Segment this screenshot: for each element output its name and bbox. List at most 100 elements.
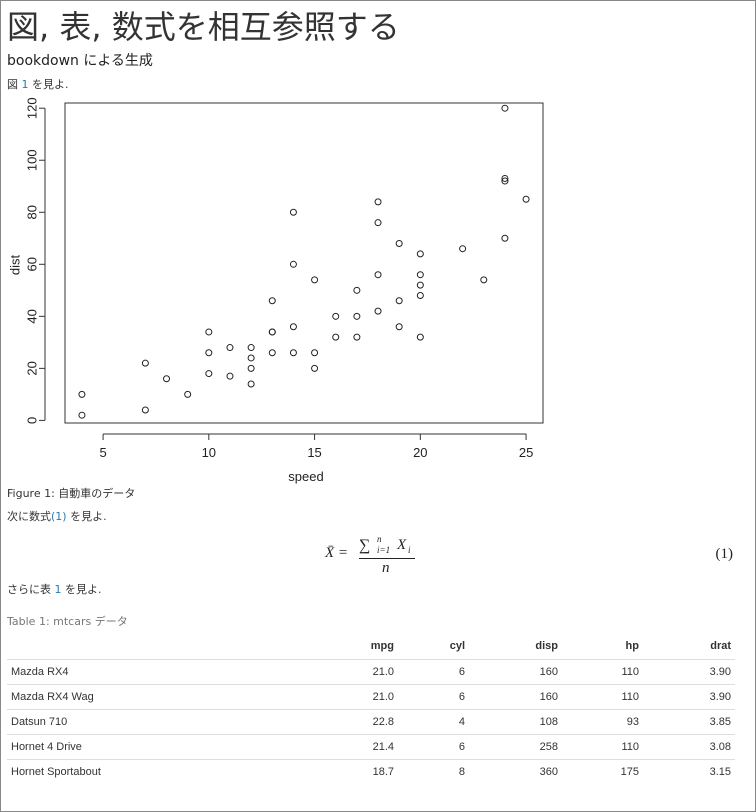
table-row: Mazda RX4 21.0 6 160 110 3.90	[7, 659, 735, 685]
data-point	[163, 375, 171, 383]
table-header-row: mpg cyl disp hp drat	[7, 633, 735, 660]
table-cell-model: Mazda RX4	[7, 659, 133, 685]
table-cell-drat: 3.85	[643, 709, 735, 735]
para3-suffix: を見よ.	[61, 583, 102, 596]
table-row: Hornet Sportabout 18.7 8 360 175 3.15	[7, 759, 735, 784]
data-point	[226, 344, 234, 352]
page-title: 図, 表, 数式を相互参照する	[7, 8, 400, 46]
data-point	[311, 276, 319, 284]
data-point	[480, 276, 488, 284]
table-cell-hp: 93	[562, 709, 643, 735]
y-tick-label: 100	[25, 149, 40, 171]
table-cell-hp: 175	[562, 759, 643, 784]
sum-symbol: ∑	[359, 537, 371, 554]
paragraph-equation-ref: 次に数式(1) を見よ.	[7, 509, 107, 524]
y-tick-label: 60	[25, 257, 40, 271]
mtcars-table: mpg cyl disp hp drat Mazda RX4 21.0 6 16…	[7, 633, 735, 784]
table-cell-mpg: 18.7	[133, 759, 398, 784]
table-cell-cyl: 6	[398, 734, 469, 760]
table-cell-drat: 3.08	[643, 734, 735, 760]
data-point	[416, 281, 424, 289]
data-point	[205, 328, 213, 336]
table-cell-hp: 110	[562, 734, 643, 760]
data-point	[353, 333, 361, 341]
y-tick-label: 120	[25, 97, 40, 119]
y-axis-label: dist	[8, 254, 23, 275]
column-header-hp: hp	[562, 633, 643, 660]
data-point	[353, 286, 361, 294]
data-point	[416, 333, 424, 341]
data-point	[289, 260, 297, 268]
table-cell-hp: 110	[562, 659, 643, 685]
data-point	[247, 344, 255, 352]
denominator: n	[382, 560, 390, 576]
sum-lower: i=1	[377, 545, 391, 555]
paragraph-table-ref: さらに表 1 を見よ.	[7, 582, 102, 597]
y-tick-label: 0	[25, 417, 40, 424]
data-point	[501, 234, 509, 242]
table-cell-mpg: 22.8	[133, 709, 398, 735]
x-tick-label: 15	[307, 445, 321, 460]
summand: X	[397, 537, 407, 553]
table-cell-disp: 160	[469, 684, 562, 710]
table-cell-disp: 360	[469, 759, 562, 784]
x-tick-label: 25	[519, 445, 533, 460]
data-point	[501, 174, 509, 182]
data-point	[78, 411, 86, 419]
table-cell-cyl: 4	[398, 709, 469, 735]
table-row: Datsun 710 22.8 4 108 93 3.85	[7, 709, 735, 735]
data-point	[395, 297, 403, 305]
data-point	[205, 349, 213, 357]
table-cell-disp: 258	[469, 734, 562, 760]
equation-ref-link[interactable]: (1)	[51, 510, 67, 523]
data-point	[247, 364, 255, 372]
table-row: Mazda RX4 Wag 21.0 6 160 110 3.90	[7, 684, 735, 710]
column-header-cyl: cyl	[398, 633, 469, 660]
data-point	[289, 349, 297, 357]
equation: X̄ = ∑ n i=1 X i n	[1, 533, 755, 577]
sum-upper: n	[377, 534, 382, 544]
para2-prefix: 次に数式	[7, 510, 51, 523]
table-cell-model: Datsun 710	[7, 709, 133, 735]
fraction-bar	[359, 558, 415, 559]
table-ref-link[interactable]: 1	[54, 583, 62, 596]
data-point	[374, 271, 382, 279]
data-point	[289, 323, 297, 331]
data-point	[374, 219, 382, 227]
column-header-drat: drat	[643, 633, 735, 660]
data-point	[78, 390, 86, 398]
plot-box	[64, 102, 544, 424]
data-point	[141, 359, 149, 367]
figure-ref-link[interactable]: 1	[21, 78, 29, 91]
data-point	[289, 208, 297, 216]
table-cell-mpg: 21.0	[133, 684, 398, 710]
y-tick-label: 40	[25, 309, 40, 323]
table-cell-model: Mazda RX4 Wag	[7, 684, 133, 710]
table-cell-mpg: 21.4	[133, 734, 398, 760]
table-cell-drat: 3.90	[643, 684, 735, 710]
table-cell-disp: 160	[469, 659, 562, 685]
data-point	[184, 390, 192, 398]
data-point	[247, 354, 255, 362]
data-point	[226, 372, 234, 380]
scatter-plot: 5 10 15 20 25 0 20 40 60 80 100 120 speed dist	[8, 97, 544, 484]
data-point	[332, 333, 340, 341]
data-point	[268, 328, 276, 336]
data-point	[311, 364, 319, 372]
equation-lhs: X̄ =	[325, 545, 349, 561]
x-tick-label: 5	[99, 445, 106, 460]
table-cell-mpg: 21.0	[133, 659, 398, 685]
column-header	[7, 633, 133, 660]
data-point	[353, 312, 361, 320]
table-cell-drat: 3.15	[643, 759, 735, 784]
data-point	[268, 349, 276, 357]
data-point	[395, 323, 403, 331]
figure-caption: Figure 1: 自動車のデータ	[7, 487, 136, 500]
table-cell-disp: 108	[469, 709, 562, 735]
data-point	[374, 198, 382, 206]
page-subtitle: bookdown による生成	[7, 53, 153, 69]
x-tick-label: 10	[202, 445, 216, 460]
para2-suffix: を見よ.	[66, 510, 107, 523]
table-cell-hp: 110	[562, 684, 643, 710]
